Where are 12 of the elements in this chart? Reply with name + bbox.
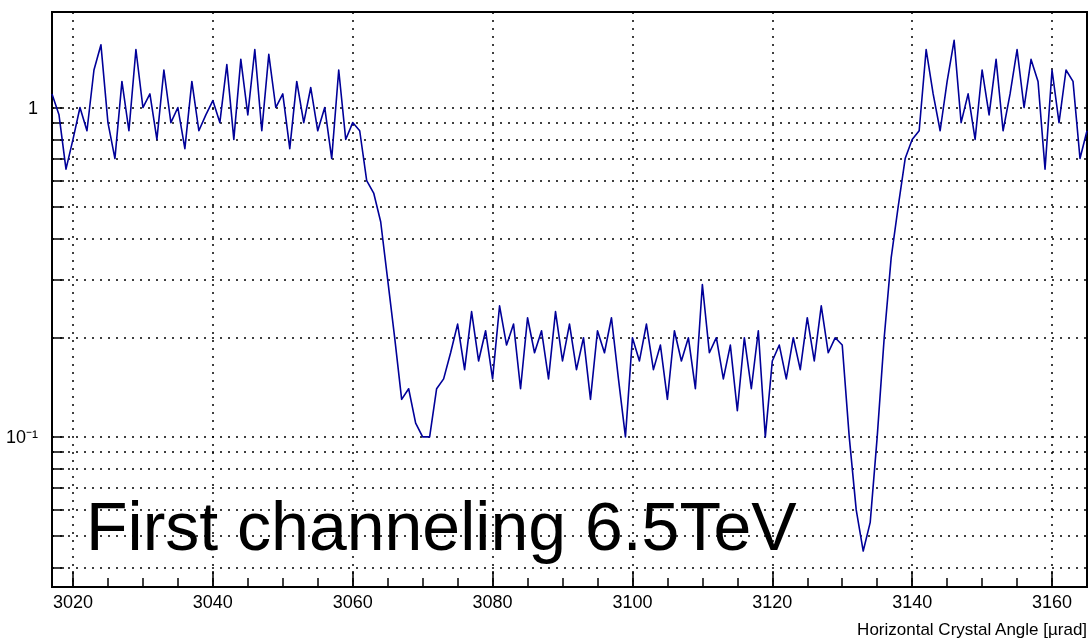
x-tick-label: 3040 bbox=[192, 592, 233, 612]
annotation: First channeling 6.5TeV bbox=[86, 488, 798, 564]
x-tick-label: 3140 bbox=[892, 592, 933, 612]
x-tick-label: 3020 bbox=[52, 592, 93, 612]
x-axis-title: Horizontal Crystal Angle [µrad] bbox=[857, 620, 1088, 639]
y-tick-label: 1 bbox=[27, 97, 38, 118]
x-tick-label: 3120 bbox=[752, 592, 793, 612]
x-tick-label: 3080 bbox=[472, 592, 513, 612]
x-tick-label: 3160 bbox=[1032, 592, 1073, 612]
y-tick-label: 10⁻¹ bbox=[5, 426, 39, 447]
x-tick-label: 3060 bbox=[332, 592, 373, 612]
x-tick-label: 3100 bbox=[612, 592, 653, 612]
